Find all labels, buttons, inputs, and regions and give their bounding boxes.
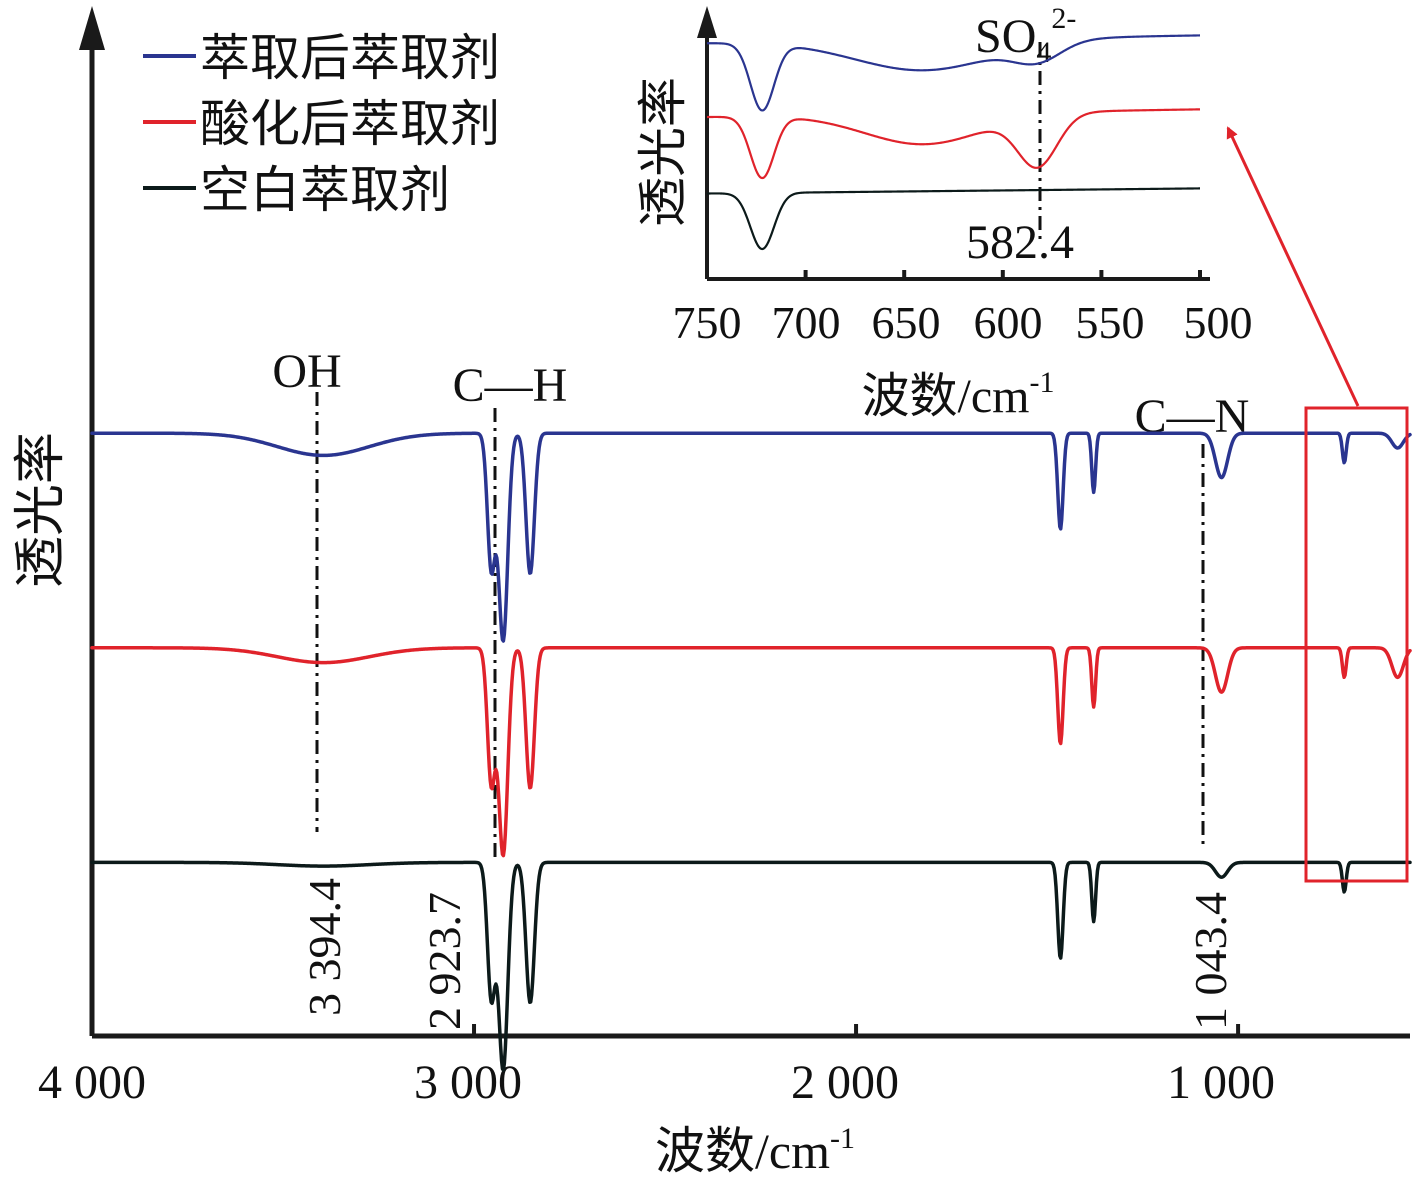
main-y-axis-arrow-icon: [79, 6, 105, 50]
inset-y-axis-title: 透光率: [635, 77, 691, 227]
main-x-tick-label: 2 000: [791, 1056, 899, 1109]
inset-x-tick-label: 650: [872, 297, 941, 348]
so4-label: SO42-: [975, 2, 1076, 69]
main-x-axis-title-main: 波数/cm: [655, 1123, 830, 1179]
inset-series-group: [706, 34, 1201, 251]
spectrum-line-2: [706, 187, 1201, 251]
main-x-tick-label: 1 000: [1167, 1056, 1275, 1109]
legend: 萃取后萃取剂 酸化后萃取剂 空白萃取剂: [143, 30, 500, 218]
main-x-tick-label: 4 000: [38, 1056, 146, 1109]
oh-wavenumber-label: 3 394.4: [299, 878, 350, 1016]
inset-plot: 750 700 650 600 550 500 波数/cm-1 透光率 SO42…: [635, 2, 1253, 423]
spectrum-line-2: [90, 860, 1412, 1072]
inset-background: [704, 20, 1214, 282]
inset-x-ticks: [705, 270, 1202, 279]
legend-label-extracted: 萃取后萃取剂: [200, 30, 500, 86]
spectrum-line-1: [706, 108, 1201, 180]
spectrum-line-1: [90, 646, 1412, 858]
oh-label: OH: [272, 345, 341, 398]
highlight-region: [1304, 406, 1409, 883]
inset-x-axis-title-main: 波数/cm: [862, 370, 1030, 423]
cn-label: C—N: [1135, 390, 1250, 443]
main-x-axis-title: 波数/cm-1: [655, 1122, 855, 1179]
ch-wavenumber-label: 2 923.7: [419, 892, 470, 1030]
inset-x-tick-label: 750: [673, 297, 742, 348]
zoom-arrow: [1226, 126, 1360, 407]
inset-x-axis-title-exp: -1: [1029, 366, 1054, 399]
spectrum-line-0: [90, 431, 1412, 643]
so4-wavenumber-label: 582.4: [966, 216, 1074, 269]
ch-label: C—H: [453, 359, 568, 412]
so4-label-sup: 2-: [1051, 2, 1076, 35]
main-plot: 4 000 3 000 2 000 1 000 波数/cm-1 透光率 OH C…: [13, 6, 1412, 1179]
inset-x-tick-label: 600: [974, 297, 1043, 348]
cn-wavenumber-label: 1 043.4: [1185, 892, 1236, 1030]
spectrum-line-0: [706, 34, 1201, 112]
inset-x-axis-title: 波数/cm-1: [862, 366, 1055, 423]
inset-x-tick-label: 700: [772, 297, 841, 348]
main-x-ticks: [90, 1024, 1241, 1036]
main-series-group: [90, 431, 1412, 1072]
inset-x-tick-label: 550: [1076, 297, 1145, 348]
inset-x-tick-label: 500: [1184, 297, 1253, 348]
inset-y-axis-arrow-icon: [697, 6, 717, 38]
main-y-axis-title: 透光率: [13, 432, 70, 588]
legend-label-acidified: 酸化后萃取剂: [200, 96, 500, 152]
legend-label-blank: 空白萃取剂: [200, 162, 450, 218]
so4-label-main: SO: [975, 10, 1036, 63]
main-x-axis-title-exp: -1: [830, 1122, 855, 1155]
